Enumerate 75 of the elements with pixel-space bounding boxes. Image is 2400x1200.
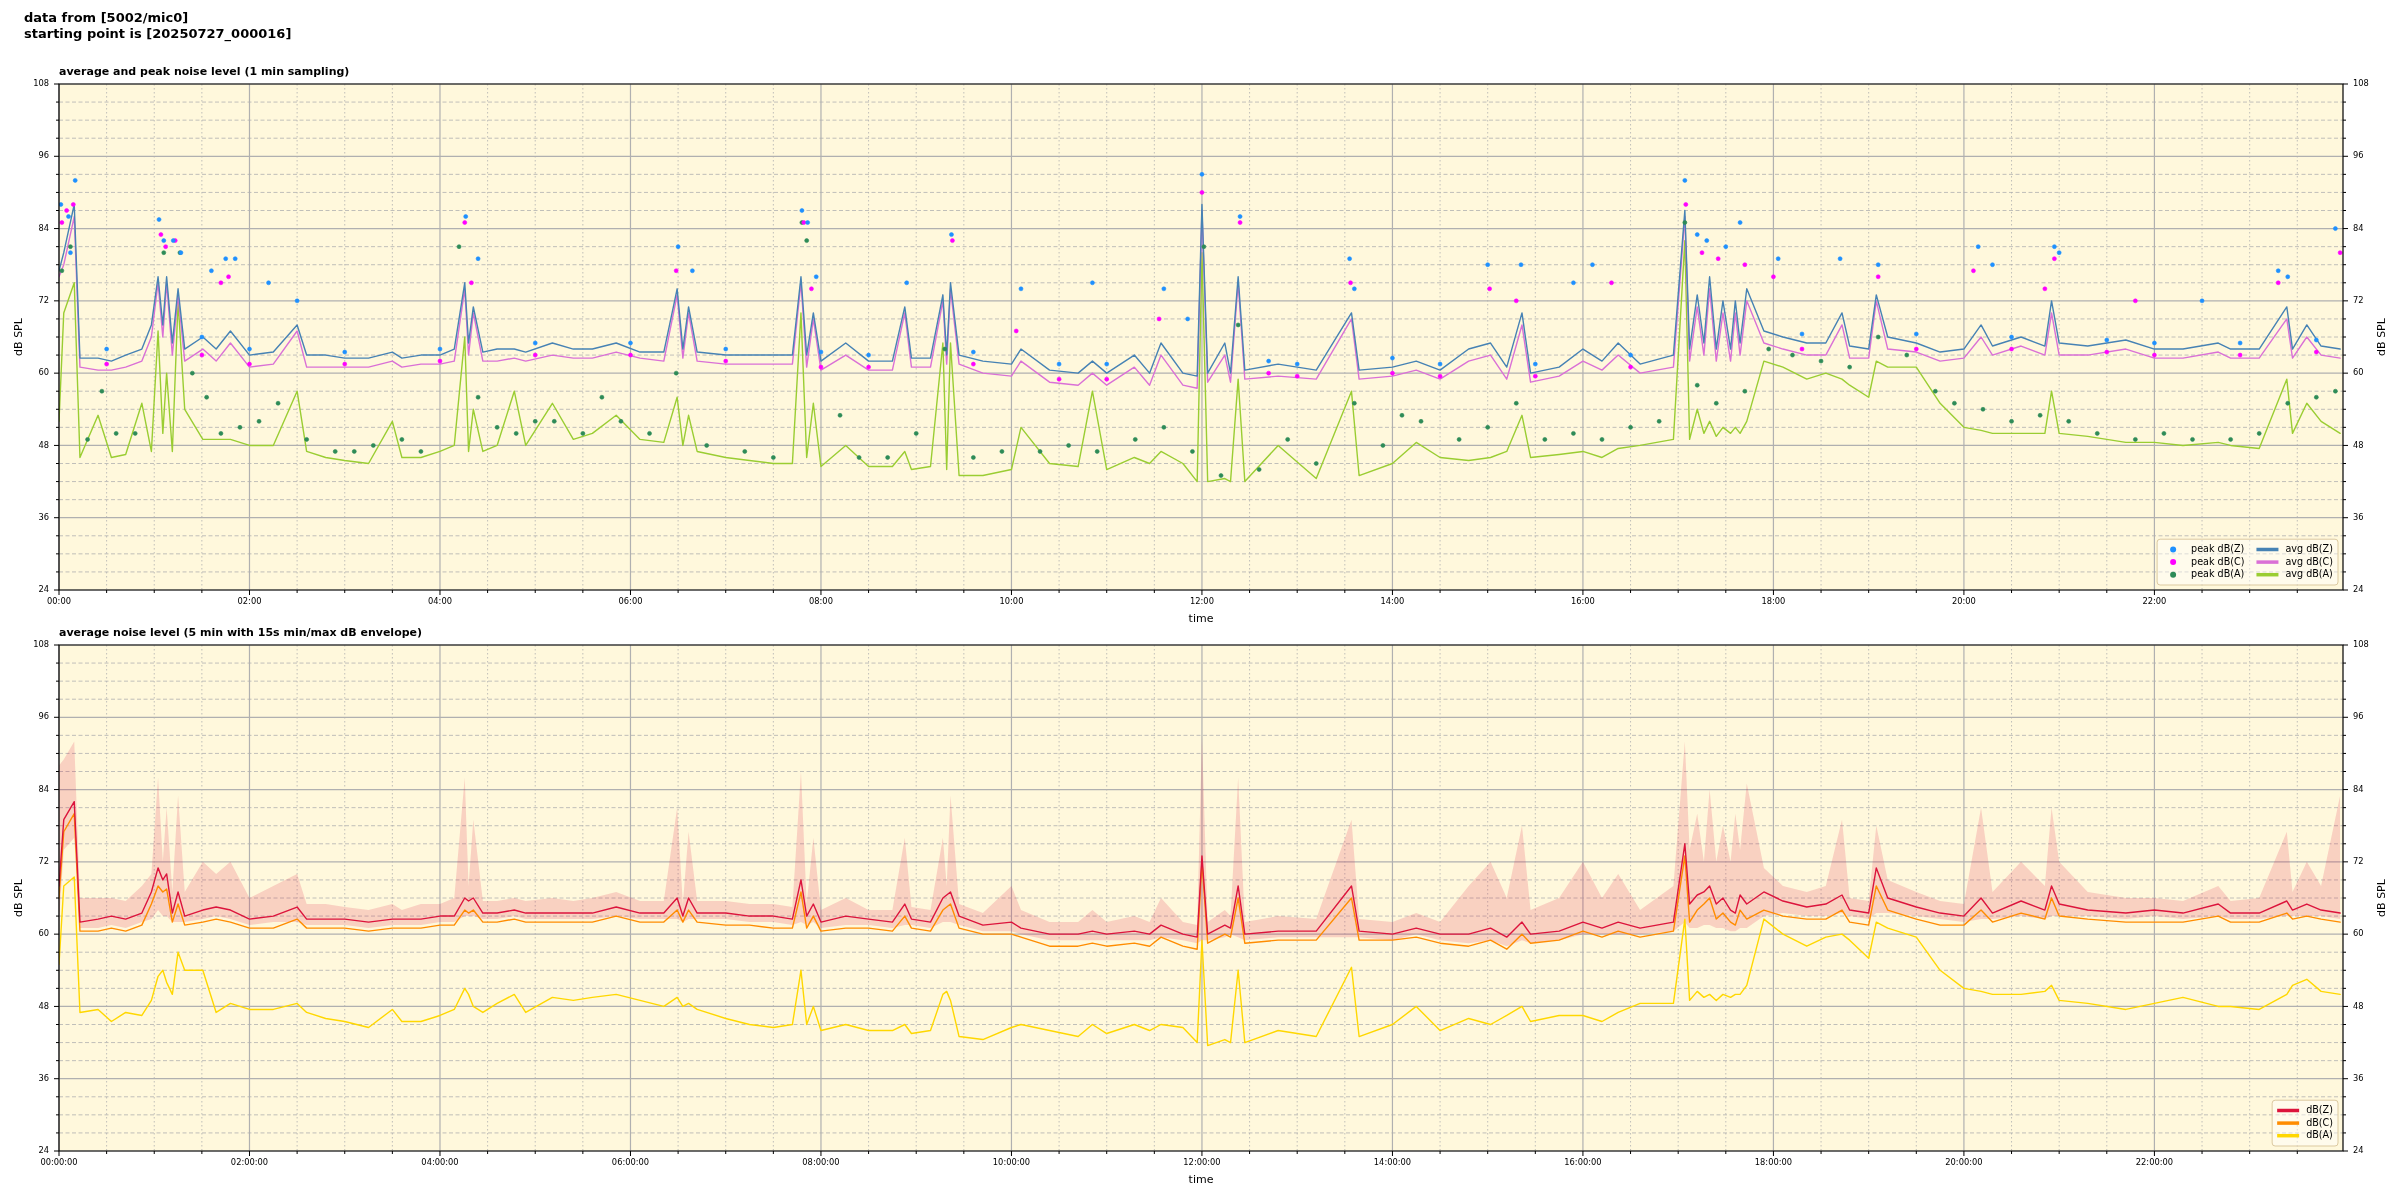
y-tick-label: 36: [38, 1072, 49, 1083]
y-tick-label: 84: [38, 783, 49, 794]
y-tick-label: 96: [38, 150, 49, 161]
y2-tick-label: 36: [2353, 511, 2364, 522]
x-tick-label: 04:00: [428, 596, 452, 607]
y2-tick-label: 96: [2353, 150, 2364, 161]
x-tick-label: 08:00:00: [802, 1157, 840, 1168]
y-axis-title: dB SPL: [11, 317, 25, 356]
x-tick-label: 00:00:00: [40, 1157, 78, 1168]
y2-tick-label: 72: [2353, 856, 2364, 867]
x-tick-label: 14:00:00: [1373, 1157, 1412, 1168]
legend-label: dB(Z): [2306, 1104, 2333, 1115]
y2-axis-title: dB SPL: [2374, 878, 2388, 917]
chart-title: average and peak noise level (1 min sampling): [59, 64, 350, 78]
x-tick-label: 14:00: [1380, 596, 1405, 607]
legend-label: avg dB(C): [2285, 555, 2334, 567]
legend-label: dB(A): [2306, 1129, 2333, 1141]
x-tick-label: 12:00:00: [1183, 1157, 1221, 1168]
chart-title: average noise level (5 min with 15s min/max dB envelope): [59, 625, 423, 639]
x-tick-label: 20:00:00: [1945, 1157, 1983, 1168]
y-tick-label: 24: [38, 1145, 49, 1156]
y2-tick-label: 48: [2353, 1000, 2364, 1011]
x-tick-label: 06:00:00: [611, 1157, 650, 1168]
x-tick-label: 04:00:00: [421, 1157, 459, 1168]
y2-tick-label: 84: [2353, 222, 2364, 233]
y2-tick-label: 24: [2353, 584, 2364, 595]
text: starting point is [20250727_000016]: [24, 26, 292, 42]
y2-tick-label: 84: [2353, 783, 2364, 794]
legend-label: peak dB(A): [2191, 568, 2245, 580]
y-tick-label: 108: [33, 639, 49, 650]
legend-label: dB(C): [2306, 1116, 2333, 1128]
y2-tick-label: 60: [2353, 367, 2364, 378]
y-tick-label: 60: [38, 367, 49, 378]
y2-tick-label: 24: [2353, 1145, 2364, 1156]
y2-tick-label: 108: [2353, 78, 2369, 89]
x-tick-label: 16:00: [1570, 596, 1595, 607]
x-tick-label: 08:00: [809, 596, 833, 607]
y-tick-label: 48: [38, 439, 49, 450]
x-tick-label: 02:00: [237, 596, 262, 607]
x-tick-label: 18:00: [1761, 596, 1786, 607]
x-tick-label: 20:00: [1951, 596, 1976, 607]
x-tick-label: 02:00:00: [230, 1157, 269, 1168]
legend-label: peak dB(C): [2191, 555, 2245, 567]
x-tick-label: 18:00:00: [1754, 1157, 1793, 1168]
x-tick-label: 10:00:00: [992, 1157, 1031, 1168]
y-tick-label: 72: [38, 295, 49, 306]
x-tick-label: 22:00:00: [2135, 1157, 2174, 1168]
y-tick-label: 48: [38, 1000, 49, 1011]
text: data from [5002/mic0]: [24, 10, 190, 26]
y-tick-label: 60: [38, 928, 49, 939]
y2-tick-label: 72: [2353, 295, 2364, 306]
y-tick-label: 84: [38, 222, 49, 233]
y-tick-label: 36: [38, 511, 49, 522]
x-tick-label: 16:00:00: [1564, 1157, 1602, 1168]
x-tick-label: 12:00: [1189, 596, 1214, 607]
y2-tick-label: 60: [2353, 928, 2364, 939]
x-axis-title: time: [1188, 611, 1214, 625]
y2-tick-label: 96: [2353, 711, 2364, 722]
y2-tick-label: 108: [2353, 639, 2369, 650]
y-axis-title: dB SPL: [11, 878, 25, 917]
y2-tick-label: 48: [2353, 439, 2364, 450]
y-tick-label: 108: [33, 78, 49, 89]
legend-label: peak dB(Z): [2191, 543, 2245, 554]
x-tick-label: 00:00: [47, 596, 71, 607]
y2-tick-label: 36: [2353, 1072, 2364, 1083]
y-tick-label: 96: [38, 711, 49, 722]
legend-label: avg dB(Z): [2285, 543, 2333, 554]
y-tick-label: 72: [38, 856, 49, 867]
x-tick-label: 06:00: [618, 596, 643, 607]
x-tick-label: 10:00: [999, 596, 1024, 607]
y2-axis-title: dB SPL: [2374, 317, 2388, 356]
legend-label: avg dB(A): [2285, 568, 2333, 580]
y-tick-label: 24: [38, 584, 49, 595]
x-axis-title: time: [1188, 1172, 1214, 1186]
x-tick-label: 22:00: [2142, 596, 2167, 607]
